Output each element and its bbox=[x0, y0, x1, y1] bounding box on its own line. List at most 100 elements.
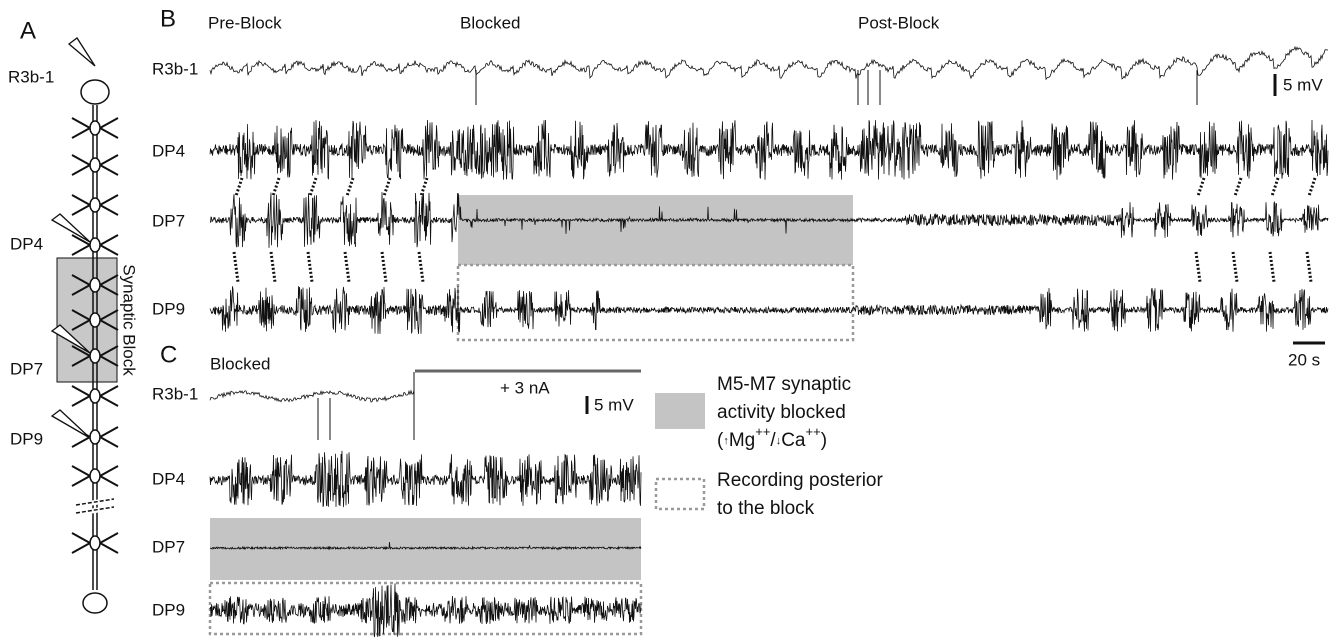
trace bbox=[209, 389, 415, 403]
blocked-region bbox=[458, 195, 853, 265]
trace bbox=[209, 45, 1329, 81]
electrode-label: R3b-1 bbox=[8, 67, 54, 86]
electrode bbox=[50, 409, 91, 439]
connector bbox=[417, 251, 425, 283]
trace-label: DP4 bbox=[152, 469, 185, 488]
nerve-cord bbox=[50, 37, 119, 614]
nerve bbox=[71, 465, 119, 487]
phase-label: Blocked bbox=[460, 13, 520, 32]
connector bbox=[1270, 177, 1280, 197]
scale-label: 5 mV bbox=[594, 395, 634, 414]
nerve bbox=[71, 274, 119, 296]
nerve bbox=[71, 309, 119, 331]
connector bbox=[1268, 251, 1276, 283]
connector bbox=[382, 177, 392, 197]
trace bbox=[209, 583, 642, 638]
electrode-label: DP9 bbox=[10, 429, 43, 448]
connector bbox=[1305, 251, 1313, 283]
current-label: + 3 nA bbox=[500, 378, 550, 397]
connector bbox=[1233, 177, 1243, 197]
connector bbox=[1231, 251, 1239, 283]
trace bbox=[209, 119, 1329, 180]
ganglion bbox=[89, 157, 101, 173]
block-region bbox=[56, 257, 118, 383]
nerve bbox=[71, 194, 119, 216]
legend-text: activity blocked bbox=[717, 402, 846, 423]
trace-label: DP4 bbox=[152, 141, 185, 160]
legend-text: ++ bbox=[806, 424, 821, 439]
connector bbox=[1194, 251, 1202, 283]
scale-label: 5 mV bbox=[1283, 75, 1323, 94]
trace-label: R3b-1 bbox=[152, 59, 198, 78]
scale-label: 20 s bbox=[1288, 350, 1320, 369]
trace bbox=[209, 192, 1329, 248]
traces bbox=[209, 45, 1329, 638]
panel-label: A bbox=[20, 17, 36, 44]
trace bbox=[209, 541, 642, 551]
posterior-region bbox=[456, 263, 855, 342]
ganglion bbox=[89, 535, 101, 551]
legend-text: ( bbox=[717, 430, 724, 451]
legend-text: to the block bbox=[717, 498, 815, 519]
connector bbox=[234, 177, 244, 197]
legend-text: ↑ bbox=[723, 435, 729, 447]
phase-label: Blocked bbox=[210, 354, 270, 373]
connector bbox=[269, 251, 277, 283]
ganglion bbox=[89, 388, 101, 404]
nerve bbox=[71, 154, 119, 176]
nerve bbox=[71, 234, 119, 256]
connector bbox=[1196, 177, 1206, 197]
ganglion bbox=[89, 277, 101, 293]
electrode bbox=[67, 37, 96, 67]
panel-label: B bbox=[160, 5, 176, 32]
trace-label: DP7 bbox=[152, 211, 185, 230]
nerve bbox=[71, 117, 119, 139]
legend-text: Mg bbox=[729, 430, 755, 451]
legend-swatch bbox=[655, 393, 705, 429]
trace bbox=[209, 450, 642, 508]
head bbox=[80, 79, 110, 105]
connector bbox=[343, 251, 351, 283]
trace-label: DP9 bbox=[152, 600, 185, 619]
nerve bbox=[71, 532, 119, 554]
panel-label: C bbox=[160, 341, 177, 368]
legend-text: M5-M7 synaptic bbox=[717, 374, 851, 395]
legend-text: Recording posterior bbox=[717, 470, 883, 491]
legend-text: ++ bbox=[755, 424, 770, 439]
electrode-label: DP4 bbox=[10, 234, 43, 253]
legend-swatch bbox=[654, 477, 706, 511]
connector bbox=[271, 177, 281, 197]
ganglion bbox=[89, 197, 101, 213]
connector bbox=[419, 177, 429, 197]
connector bbox=[232, 251, 240, 283]
legend-text: ) bbox=[821, 430, 827, 451]
connector bbox=[380, 251, 388, 283]
tail bbox=[82, 592, 108, 614]
electrode-label: DP7 bbox=[10, 359, 43, 378]
trace-label: DP7 bbox=[152, 537, 185, 556]
legend-text: Ca bbox=[781, 430, 806, 451]
legend-text: / bbox=[770, 430, 776, 451]
ganglion bbox=[89, 348, 101, 364]
phase-label: Post-Block bbox=[858, 13, 940, 32]
phase-label: Pre-Block bbox=[208, 13, 282, 32]
trace bbox=[209, 286, 1329, 335]
legend-text: ↓ bbox=[776, 435, 782, 447]
connector bbox=[306, 251, 314, 283]
electrode bbox=[50, 324, 91, 354]
ganglion bbox=[89, 312, 101, 328]
nerve bbox=[71, 345, 119, 367]
nerve bbox=[71, 385, 119, 407]
connector bbox=[345, 177, 355, 197]
connector bbox=[308, 177, 318, 197]
electrode bbox=[50, 213, 91, 243]
ganglion bbox=[89, 468, 101, 484]
ganglion bbox=[89, 429, 101, 445]
ganglion bbox=[89, 120, 101, 136]
trace-label: DP9 bbox=[152, 299, 185, 318]
legend-text: (↑Mg++/↓Ca++) bbox=[717, 424, 827, 451]
ganglion bbox=[89, 237, 101, 253]
trace-label: R3b-1 bbox=[152, 384, 198, 403]
